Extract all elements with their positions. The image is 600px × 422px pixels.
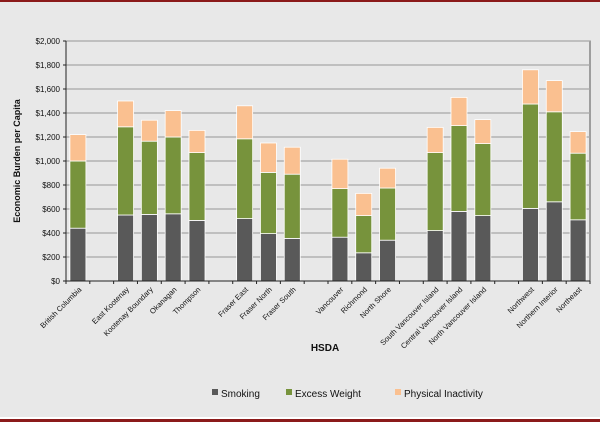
- y-tick-label: $1,400: [36, 109, 61, 118]
- bar-smoking: [117, 214, 134, 282]
- legend-swatch: [286, 389, 292, 395]
- bar-smoking: [545, 201, 563, 282]
- bar-smoking: [283, 237, 301, 282]
- bars: [69, 69, 587, 282]
- bar-smoking: [450, 210, 468, 282]
- bar-smoking: [331, 236, 349, 282]
- bar-excess-weight: [569, 152, 587, 221]
- top-border: [0, 0, 600, 2]
- legend: Smoking Excess Weight Physical Inactivity: [212, 389, 483, 400]
- x-tick-label: British Columbia: [38, 284, 84, 330]
- bar-excess-weight: [117, 126, 134, 216]
- bar-physical-inactivity: [188, 129, 206, 153]
- bar-physical-inactivity: [69, 134, 87, 162]
- legend-label: Smoking: [221, 389, 260, 400]
- bar-physical-inactivity: [164, 110, 182, 138]
- bar-physical-inactivity: [522, 69, 539, 105]
- bar-physical-inactivity: [260, 142, 277, 173]
- y-tick-label: $600: [42, 205, 60, 214]
- bar-excess-weight: [283, 173, 301, 239]
- bar-smoking: [379, 239, 396, 282]
- bottom-divider: [0, 417, 600, 419]
- bar-smoking: [260, 233, 277, 282]
- y-tick-label: $1,800: [36, 61, 61, 70]
- bar-physical-inactivity: [426, 127, 444, 154]
- y-tick-label: $400: [42, 229, 60, 238]
- x-tick-label: Northern Interior: [515, 285, 560, 330]
- y-axis-label: Economic Burden per Capita: [12, 98, 22, 223]
- bar-smoking: [522, 207, 539, 282]
- bar-physical-inactivity: [236, 105, 254, 140]
- bar-smoking: [69, 227, 87, 282]
- bar-physical-inactivity: [355, 192, 373, 216]
- bar-excess-weight: [355, 215, 373, 254]
- bar-smoking: [188, 219, 206, 282]
- legend-label: Physical Inactivity: [404, 389, 483, 400]
- bar-excess-weight: [236, 138, 254, 220]
- bar-physical-inactivity: [117, 100, 134, 128]
- bar-excess-weight: [426, 152, 444, 232]
- bar-smoking: [236, 218, 254, 282]
- bar-excess-weight: [188, 152, 206, 221]
- bar-physical-inactivity: [450, 97, 468, 127]
- bar-physical-inactivity: [140, 119, 158, 142]
- bar-excess-weight: [69, 160, 87, 229]
- bar-excess-weight: [260, 171, 277, 234]
- bar-physical-inactivity: [474, 119, 492, 144]
- x-tick-label: Northeast: [554, 284, 584, 314]
- bar-excess-weight: [331, 188, 349, 238]
- bar-excess-weight: [474, 143, 492, 217]
- y-tick-label: $1,600: [36, 85, 61, 94]
- x-axis-label: HSDA: [311, 343, 339, 354]
- bar-physical-inactivity: [379, 167, 396, 189]
- bar-excess-weight: [140, 140, 158, 215]
- legend-swatch: [212, 389, 218, 395]
- bar-excess-weight: [522, 103, 539, 209]
- legend-swatch: [395, 389, 401, 395]
- y-tick-label: $1,000: [36, 157, 61, 166]
- bar-excess-weight: [164, 136, 182, 215]
- bar-excess-weight: [545, 111, 563, 203]
- bar-smoking: [164, 213, 182, 282]
- bar-physical-inactivity: [545, 80, 563, 113]
- bar-excess-weight: [379, 187, 396, 241]
- bar-excess-weight: [450, 125, 468, 212]
- bar-smoking: [569, 219, 587, 282]
- y-tick-label: $800: [42, 181, 60, 190]
- bar-smoking: [355, 252, 373, 282]
- y-tick-label: $1,200: [36, 133, 61, 142]
- y-tick-label: $0: [51, 277, 60, 286]
- y-tick-label: $200: [42, 253, 60, 262]
- legend-label: Excess Weight: [295, 389, 361, 400]
- bar-physical-inactivity: [331, 158, 349, 189]
- bar-physical-inactivity: [283, 146, 301, 175]
- bar-smoking: [140, 213, 158, 282]
- bar-physical-inactivity: [569, 131, 587, 154]
- bottom-border: [0, 419, 600, 422]
- bar-smoking: [426, 230, 444, 282]
- bar-smoking: [474, 215, 492, 282]
- y-tick-label: $2,000: [36, 37, 61, 46]
